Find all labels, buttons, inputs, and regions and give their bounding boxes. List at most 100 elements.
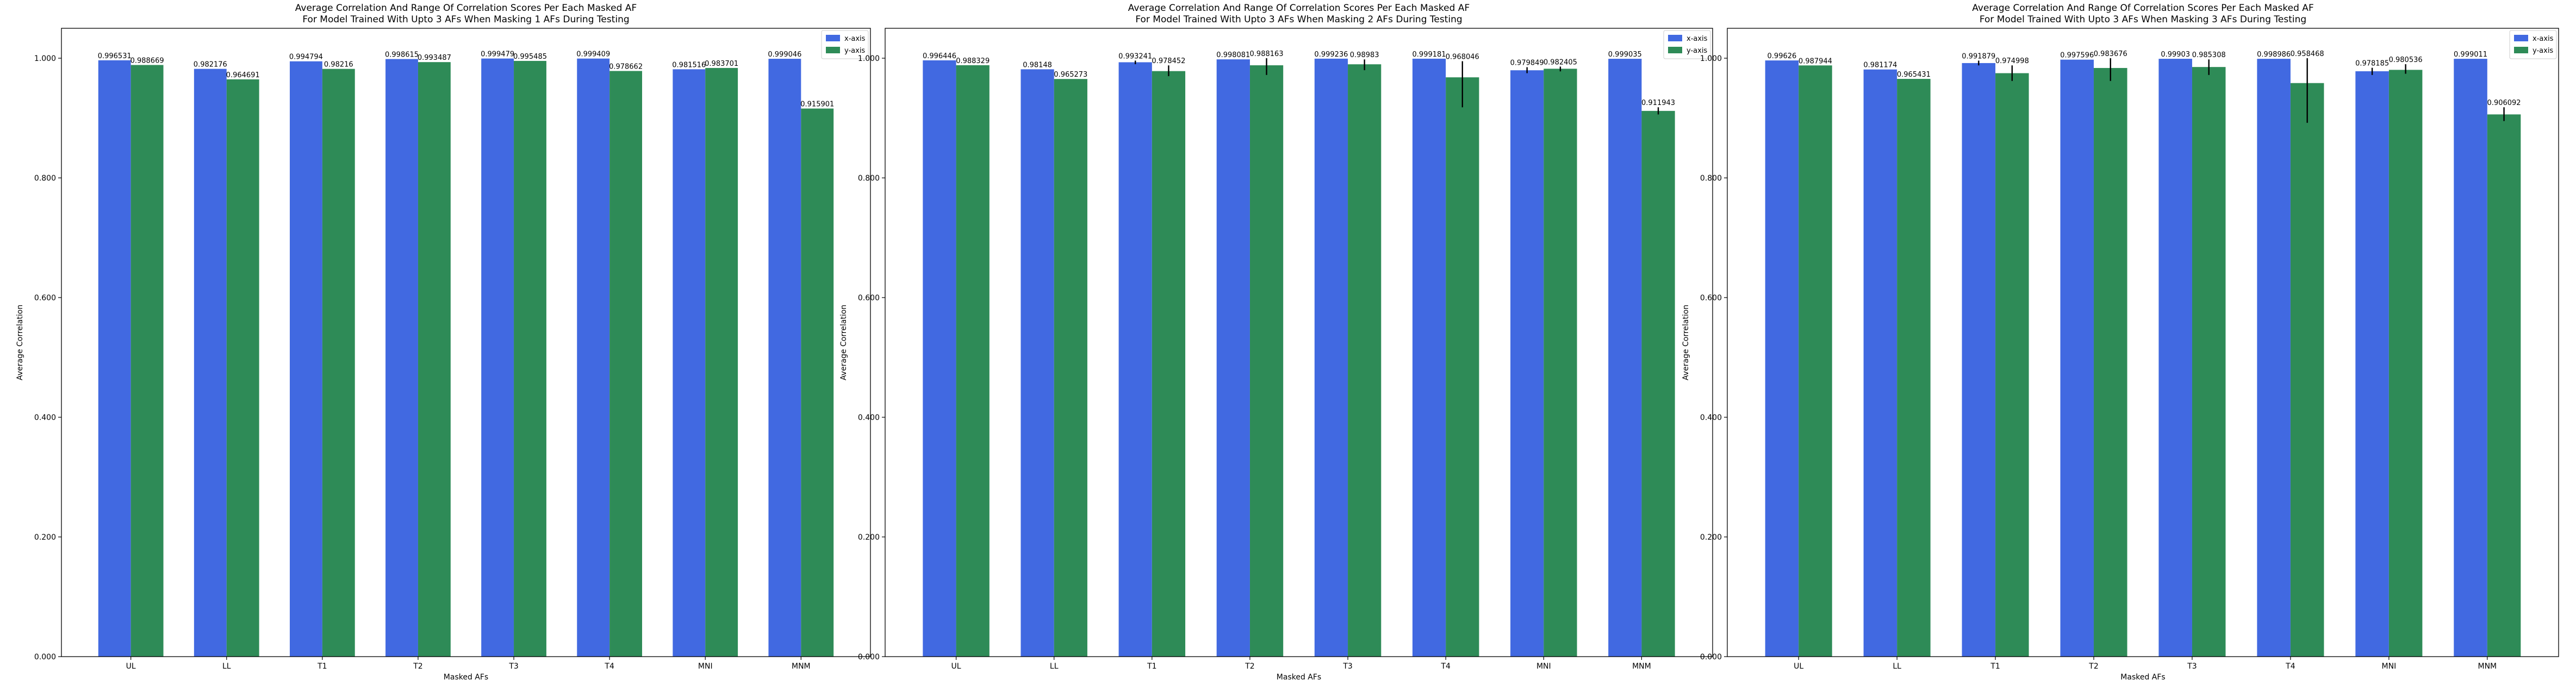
y-tick-label: 0.800 xyxy=(1700,174,1722,183)
bar-x-axis-T4 xyxy=(2257,59,2291,657)
chart-panel-1: Average Correlation And Range Of Correla… xyxy=(16,3,871,682)
y-tick-label: 0.000 xyxy=(1700,653,1722,662)
bar-x-axis-MNM xyxy=(2454,59,2487,657)
data-label-x-axis-T4: 0.998986 xyxy=(2257,51,2291,59)
bar-y-axis-T4 xyxy=(2290,83,2324,657)
bar-y-axis-UL xyxy=(1799,65,1832,657)
plot-frame xyxy=(1727,28,2559,657)
data-label-x-axis-T2: 0.998081 xyxy=(1216,51,1250,59)
x-tick-label: T3 xyxy=(1342,662,1352,671)
bar-x-axis-UL xyxy=(923,60,956,657)
legend-swatch-x-axis xyxy=(826,35,840,41)
x-axis-label: Masked AFs xyxy=(444,673,488,682)
bar-x-axis-LL xyxy=(194,69,227,657)
bar-x-axis-T1 xyxy=(289,61,322,657)
data-label-y-axis-T2: 0.993487 xyxy=(418,54,451,62)
data-label-y-axis-UL: 0.987944 xyxy=(1799,57,1832,65)
y-tick-label: 0.400 xyxy=(1700,413,1722,422)
legend-label-y-axis: y-axis xyxy=(2533,47,2553,55)
y-tick-label: 1.000 xyxy=(858,54,880,63)
data-label-y-axis-T2: 0.988163 xyxy=(1250,50,1284,58)
bar-y-axis-T3 xyxy=(514,60,546,657)
legend-label-y-axis: y-axis xyxy=(1687,47,1707,55)
data-label-x-axis-T1: 0.993241 xyxy=(1118,52,1152,60)
data-label-y-axis-T1: 0.974998 xyxy=(1995,57,2029,65)
y-tick-label: 0.200 xyxy=(1700,533,1722,542)
x-tick-label: T4 xyxy=(604,662,614,671)
legend: x-axis y-axis xyxy=(1663,30,1711,59)
data-label-y-axis-MNM: 0.911943 xyxy=(1641,99,1675,107)
x-tick-label: MNM xyxy=(2478,662,2497,671)
data-label-y-axis-MNI: 0.983701 xyxy=(705,60,738,68)
legend: x-axis y-axis xyxy=(821,30,869,59)
legend-swatch-x-axis xyxy=(1668,35,1682,41)
data-label-y-axis-T4: 0.968046 xyxy=(1446,53,1479,61)
x-tick-label: LL xyxy=(222,662,231,671)
y-tick-label: 0.800 xyxy=(858,174,880,183)
data-label-x-axis-T1: 0.991879 xyxy=(1962,52,1995,60)
data-label-x-axis-MNI: 0.978185 xyxy=(2355,60,2389,68)
legend-swatch-y-axis xyxy=(2514,47,2528,53)
bar-y-axis-MNM xyxy=(801,108,834,657)
bar-x-axis-T3 xyxy=(2158,59,2192,657)
bar-y-axis-T2 xyxy=(2094,67,2127,657)
bar-y-axis-UL xyxy=(130,65,164,657)
x-tick-label: T3 xyxy=(2187,662,2197,671)
plot-frame xyxy=(61,28,871,657)
data-label-y-axis-T1: 0.978452 xyxy=(1152,57,1185,65)
bar-x-axis-MNI xyxy=(673,69,706,657)
x-tick-label: MNM xyxy=(1632,662,1651,671)
x-tick-label: MNI xyxy=(698,662,713,671)
data-label-y-axis-MNM: 0.915901 xyxy=(800,101,834,109)
data-label-y-axis-T3: 0.985308 xyxy=(2192,51,2226,59)
bar-x-axis-T2 xyxy=(1216,59,1250,657)
x-tick-label: T4 xyxy=(2285,662,2295,671)
legend: x-axis y-axis xyxy=(2509,30,2557,59)
data-label-y-axis-LL: 0.964691 xyxy=(226,71,260,79)
legend-swatch-x-axis xyxy=(2514,35,2528,41)
x-tick-label: T3 xyxy=(508,662,518,671)
data-label-y-axis-MNI: 0.982405 xyxy=(1544,58,1577,66)
x-tick-label: T1 xyxy=(1990,662,2000,671)
bar-y-axis-T1 xyxy=(1152,71,1186,657)
x-tick-label: T2 xyxy=(2088,662,2098,671)
bar-y-axis-LL xyxy=(226,79,259,657)
bar-x-axis-T2 xyxy=(2060,59,2094,657)
x-tick-label: UL xyxy=(951,662,961,671)
bar-y-axis-UL xyxy=(956,65,990,657)
data-label-y-axis-UL: 0.988329 xyxy=(956,57,990,65)
data-label-y-axis-UL: 0.988669 xyxy=(130,57,164,65)
data-label-y-axis-MNI: 0.980536 xyxy=(2389,56,2423,64)
data-label-x-axis-T3: 0.99903 xyxy=(2161,51,2190,59)
data-label-y-axis-T4: 0.978662 xyxy=(609,63,643,71)
chart-panel-3: Average Correlation And Range Of Correla… xyxy=(1682,3,2559,682)
bar-x-axis-T1 xyxy=(1118,62,1152,657)
y-tick-label: 0.600 xyxy=(34,294,56,302)
x-tick-label: UL xyxy=(126,662,136,671)
bar-y-axis-T4 xyxy=(609,71,643,657)
data-label-y-axis-LL: 0.965431 xyxy=(1897,71,1931,79)
data-label-y-axis-LL: 0.965273 xyxy=(1054,71,1087,79)
x-tick-label: T4 xyxy=(1440,662,1451,671)
bar-x-axis-T4 xyxy=(577,58,610,657)
bar-y-axis-T2 xyxy=(418,62,451,657)
bar-y-axis-MNI xyxy=(1544,69,1577,657)
legend-swatch-y-axis xyxy=(1668,47,1682,53)
bar-y-axis-LL xyxy=(1897,79,1931,657)
bar-x-axis-UL xyxy=(98,60,131,657)
bar-y-axis-T1 xyxy=(322,69,355,657)
chart-title: Average Correlation And Range Of Correla… xyxy=(1128,3,1470,25)
bar-y-axis-T3 xyxy=(2192,67,2226,657)
x-tick-label: UL xyxy=(1794,662,1803,671)
bar-y-axis-LL xyxy=(1054,79,1087,657)
data-label-y-axis-T3: 0.98983 xyxy=(1350,51,1379,59)
bar-y-axis-T1 xyxy=(1995,73,2029,657)
data-label-x-axis-MNI: 0.979849 xyxy=(1510,59,1544,67)
y-tick-label: 0.600 xyxy=(1700,294,1722,302)
y-tick-label: 0.600 xyxy=(858,294,880,302)
bar-y-axis-T3 xyxy=(1348,64,1382,657)
legend-label-y-axis: y-axis xyxy=(844,47,865,55)
data-label-x-axis-LL: 0.981174 xyxy=(1863,61,1897,70)
bar-x-axis-LL xyxy=(1863,69,1897,657)
